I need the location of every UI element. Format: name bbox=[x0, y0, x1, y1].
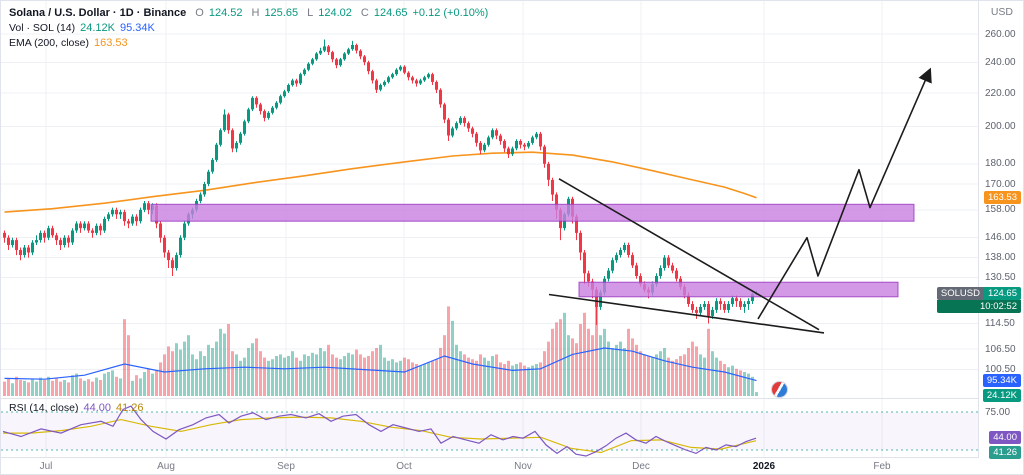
time-tick-label: Feb bbox=[873, 461, 891, 472]
ema-value-badge: 163.53 bbox=[983, 190, 1021, 204]
chart-canvas[interactable] bbox=[1, 1, 1024, 458]
time-tick-label: Oct bbox=[396, 461, 412, 472]
change-value: +0.12 (+0.10%) bbox=[412, 6, 489, 19]
time-tick-label: Aug bbox=[157, 461, 175, 472]
volume-badge: 24.12K bbox=[982, 388, 1021, 402]
high-label: H bbox=[251, 6, 260, 19]
price-tick-label: 106.50 bbox=[985, 343, 1016, 355]
time-tick-label: Jul bbox=[39, 461, 53, 472]
low-label: L bbox=[307, 6, 314, 19]
close-value: 124.65 bbox=[373, 6, 408, 19]
volume-indicator-label[interactable]: Vol · SOL (14) bbox=[9, 21, 76, 34]
open-label: O bbox=[195, 6, 204, 19]
rsi-value: 44.00 bbox=[83, 401, 111, 414]
volume-row: Vol · SOL (14) 24.12K 95.34K bbox=[9, 20, 488, 35]
instrument-logo-icon bbox=[771, 381, 788, 398]
price-tick-label: 260.00 bbox=[985, 28, 1016, 40]
time-axis[interactable]: Jul Aug Sep Oct Nov Dec 2026 Feb bbox=[1, 458, 1023, 474]
rsi-row: RSI (14, close) 44.00 41.26 bbox=[9, 400, 144, 415]
rsi-legend: RSI (14, close) 44.00 41.26 bbox=[9, 400, 144, 415]
volume-ma-badge: 95.34K bbox=[982, 373, 1021, 387]
volume-current-value: 24.12K bbox=[80, 21, 116, 34]
symbol-title[interactable]: Solana / U.S. Dollar · 1D · Binance bbox=[9, 6, 187, 19]
rsi-ma-badge: 41.26 bbox=[989, 446, 1021, 460]
high-value: 125.65 bbox=[264, 6, 299, 19]
chart-legend: Solana / U.S. Dollar · 1D · Binance O 124… bbox=[9, 5, 488, 50]
price-tick-label: 200.00 bbox=[985, 121, 1016, 133]
rsi-ma-value: 41.26 bbox=[115, 401, 144, 414]
currency-label: USD bbox=[990, 6, 1013, 18]
price-tick-label: 220.00 bbox=[985, 87, 1016, 99]
rsi-value-badge: 44.00 bbox=[989, 431, 1021, 445]
rsi-tick-label: 75.00 bbox=[985, 406, 1011, 418]
price-tick-label: 240.00 bbox=[985, 56, 1016, 68]
open-value: 124.52 bbox=[208, 6, 243, 19]
time-tick-label: Dec bbox=[632, 461, 650, 472]
price-tick-label: 170.00 bbox=[985, 178, 1016, 190]
low-value: 124.02 bbox=[318, 6, 352, 19]
time-tick-label: 2026 bbox=[752, 461, 776, 472]
price-tick-label: 114.50 bbox=[985, 318, 1015, 329]
time-tick-label: Sep bbox=[277, 461, 295, 472]
price-tick-label: 130.50 bbox=[985, 271, 1016, 283]
price-tick-label: 100.50 bbox=[985, 364, 1016, 375]
ema-row: EMA (200, close) 163.53 bbox=[9, 35, 488, 50]
symbol-row: Solana / U.S. Dollar · 1D · Binance O 124… bbox=[9, 5, 488, 20]
price-tick-label: 138.00 bbox=[985, 252, 1016, 264]
price-tick-label: 180.00 bbox=[985, 158, 1016, 170]
price-tick-label: 158.00 bbox=[985, 204, 1016, 216]
close-label: C bbox=[360, 6, 369, 19]
time-tick-label: Nov bbox=[514, 461, 532, 472]
last-price-badge: SOLUSD 124.65 10:02:52 bbox=[936, 286, 1021, 313]
ema-indicator-label[interactable]: EMA (200, close) bbox=[9, 36, 89, 49]
last-price-value: 124.65 bbox=[983, 286, 1021, 300]
symbol-tag: SOLUSD bbox=[936, 286, 984, 300]
volume-ma-value: 95.34K bbox=[120, 21, 155, 34]
price-tick-label: 146.00 bbox=[985, 232, 1016, 244]
ema-value: 163.53 bbox=[93, 36, 128, 49]
bar-countdown: 10:02:52 bbox=[936, 299, 1021, 313]
rsi-indicator-label[interactable]: RSI (14, close) bbox=[9, 401, 79, 414]
